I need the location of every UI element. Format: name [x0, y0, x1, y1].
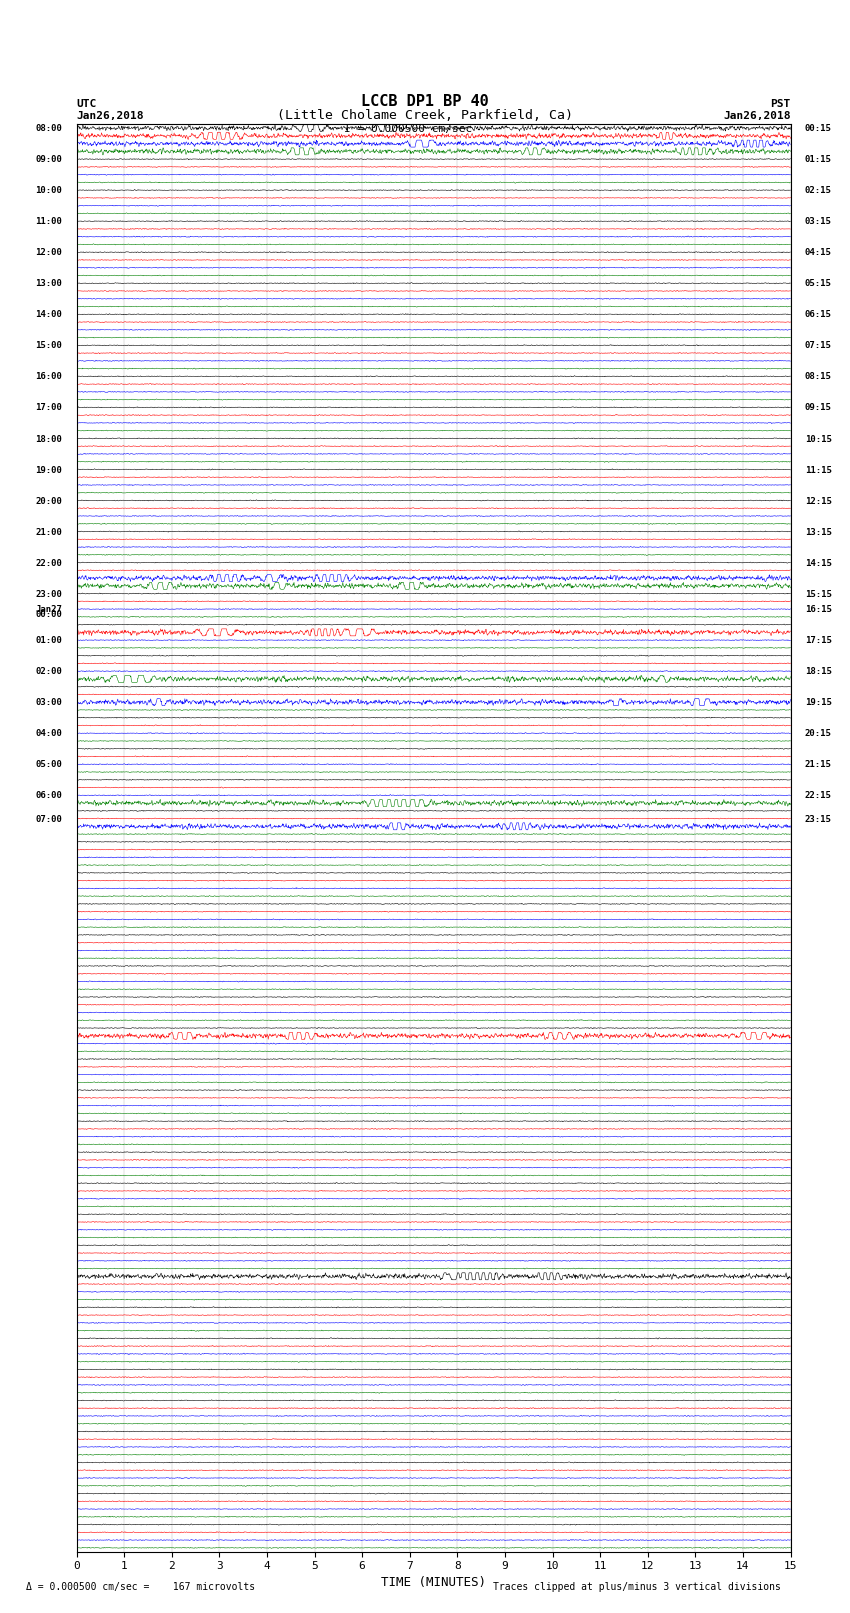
Text: 05:00: 05:00: [36, 760, 62, 769]
Text: Δ = 0.000500 cm/sec =    167 microvolts: Δ = 0.000500 cm/sec = 167 microvolts: [26, 1582, 255, 1592]
Text: 00:15: 00:15: [805, 124, 831, 134]
Text: 11:15: 11:15: [805, 466, 831, 474]
Text: (Little Cholame Creek, Parkfield, Ca): (Little Cholame Creek, Parkfield, Ca): [277, 108, 573, 123]
Text: 12:00: 12:00: [36, 248, 62, 258]
Text: 10:15: 10:15: [805, 434, 831, 444]
Text: UTC: UTC: [76, 98, 97, 110]
Text: 17:00: 17:00: [36, 403, 62, 413]
Text: Jan26,2018: Jan26,2018: [76, 111, 144, 121]
Text: 00:00: 00:00: [36, 610, 62, 619]
Text: 18:00: 18:00: [36, 434, 62, 444]
Text: 19:15: 19:15: [805, 698, 831, 708]
Text: 08:15: 08:15: [805, 373, 831, 381]
Text: 16:15: 16:15: [805, 605, 831, 615]
Text: 15:15: 15:15: [805, 590, 831, 598]
Text: Jan26,2018: Jan26,2018: [723, 111, 791, 121]
Text: 10:00: 10:00: [36, 185, 62, 195]
Text: LCCB DP1 BP 40: LCCB DP1 BP 40: [361, 94, 489, 110]
Text: 06:15: 06:15: [805, 310, 831, 319]
Text: 03:15: 03:15: [805, 218, 831, 226]
Text: 14:00: 14:00: [36, 310, 62, 319]
Text: 09:15: 09:15: [805, 403, 831, 413]
Text: 02:00: 02:00: [36, 668, 62, 676]
Text: 23:00: 23:00: [36, 590, 62, 598]
Text: 15:00: 15:00: [36, 342, 62, 350]
Text: 13:00: 13:00: [36, 279, 62, 289]
Text: 18:15: 18:15: [805, 668, 831, 676]
Text: Jan27: Jan27: [36, 605, 62, 615]
Text: 06:00: 06:00: [36, 792, 62, 800]
Text: 20:00: 20:00: [36, 497, 62, 505]
Text: 22:00: 22:00: [36, 558, 62, 568]
Text: 11:00: 11:00: [36, 218, 62, 226]
Text: 12:15: 12:15: [805, 497, 831, 505]
X-axis label: TIME (MINUTES): TIME (MINUTES): [381, 1576, 486, 1589]
Text: 05:15: 05:15: [805, 279, 831, 289]
Text: 23:15: 23:15: [805, 815, 831, 824]
Text: 07:00: 07:00: [36, 815, 62, 824]
Text: 21:15: 21:15: [805, 760, 831, 769]
Text: 01:00: 01:00: [36, 636, 62, 645]
Text: PST: PST: [770, 98, 790, 110]
Text: 07:15: 07:15: [805, 342, 831, 350]
Text: 02:15: 02:15: [805, 185, 831, 195]
Text: 04:00: 04:00: [36, 729, 62, 739]
Text: 01:15: 01:15: [805, 155, 831, 165]
Text: 17:15: 17:15: [805, 636, 831, 645]
Text: 14:15: 14:15: [805, 558, 831, 568]
Text: 21:00: 21:00: [36, 527, 62, 537]
Text: 19:00: 19:00: [36, 466, 62, 474]
Text: I = 0.000500 cm/sec: I = 0.000500 cm/sec: [344, 124, 472, 134]
Text: 16:00: 16:00: [36, 373, 62, 381]
Text: 09:00: 09:00: [36, 155, 62, 165]
Text: 20:15: 20:15: [805, 729, 831, 739]
Text: 03:00: 03:00: [36, 698, 62, 708]
Text: 04:15: 04:15: [805, 248, 831, 258]
Text: 08:00: 08:00: [36, 124, 62, 134]
Text: Traces clipped at plus/minus 3 vertical divisions: Traces clipped at plus/minus 3 vertical …: [493, 1582, 781, 1592]
Text: 13:15: 13:15: [805, 527, 831, 537]
Text: 22:15: 22:15: [805, 792, 831, 800]
